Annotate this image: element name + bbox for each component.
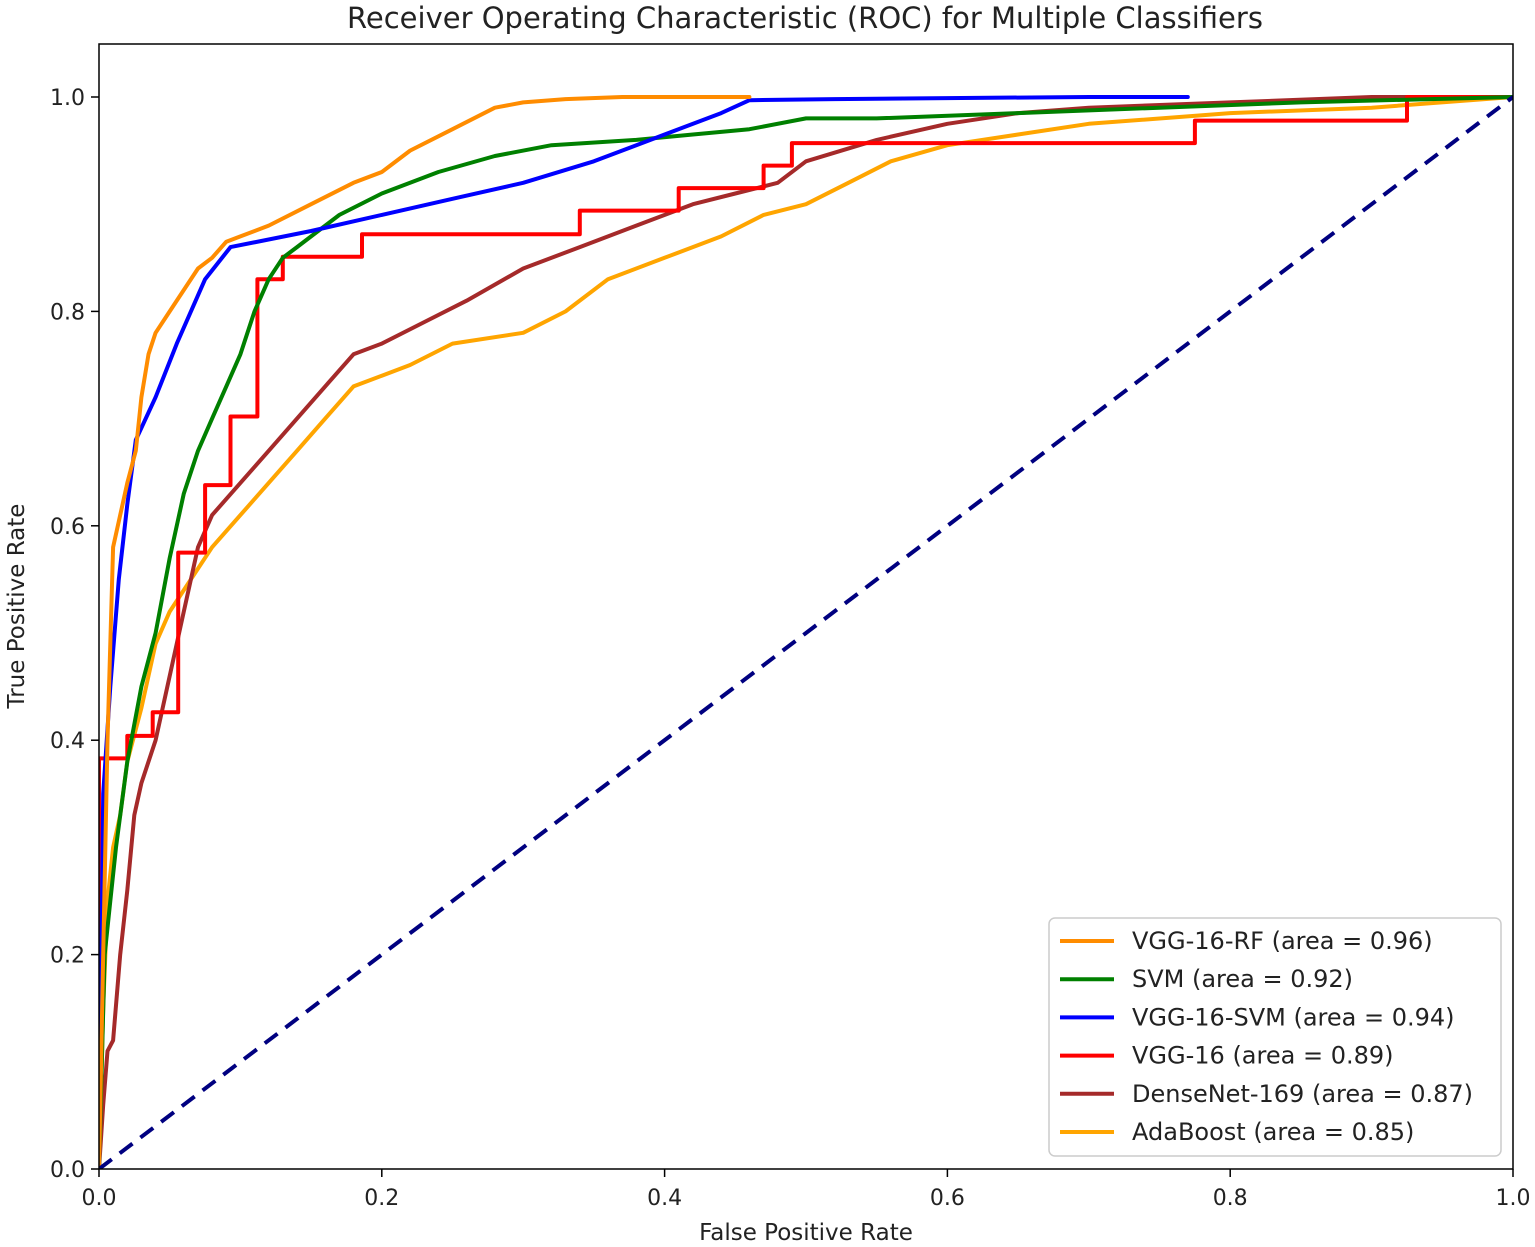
series-layer (99, 95, 1513, 1169)
legend-label: VGG-16-SVM (area = 0.94) (1132, 1003, 1455, 1031)
legend-label: VGG-16 (area = 0.89) (1132, 1042, 1394, 1070)
x-tick-label: 0.0 (82, 1186, 117, 1211)
chart-title: Receiver Operating Characteristic (ROC) … (347, 1, 1263, 35)
y-tick-label: 0.8 (50, 300, 85, 325)
x-tick-label: 0.2 (364, 1186, 399, 1211)
x-tick-label: 0.6 (930, 1186, 965, 1211)
y-tick-label: 0.2 (50, 944, 85, 969)
series-line-densenet-169 (99, 95, 1513, 1169)
legend-label: VGG-16-RF (area = 0.96) (1132, 927, 1433, 955)
legend: VGG-16-RF (area = 0.96) SVM (area = 0.92)… (1048, 917, 1502, 1157)
series-line-vgg-16-rf (99, 95, 752, 1169)
y-tick-label: 0.0 (50, 1158, 85, 1183)
y-tick-label: 1.0 (50, 86, 85, 111)
x-axis-title: False Positive Rate (699, 1220, 913, 1246)
x-tick-label: 1.0 (1496, 1186, 1531, 1211)
x-axis: 0.0 0.2 0.4 0.6 0.8 1.0 (82, 1169, 1531, 1211)
legend-box (1048, 917, 1502, 1157)
series-line-chance (99, 95, 1513, 1169)
series-line-svm (99, 95, 1513, 1169)
legend-label: DenseNet-169 (area = 0.87) (1132, 1080, 1473, 1108)
plot-frame (98, 43, 1514, 1170)
x-tick-label: 0.4 (647, 1186, 682, 1211)
series-line-vgg-16-svm (99, 95, 1190, 1169)
y-axis: 0.0 0.2 0.4 0.6 0.8 1.0 (50, 86, 99, 1183)
legend-label: SVM (area = 0.92) (1132, 965, 1353, 993)
x-tick-label: 0.8 (1213, 1186, 1248, 1211)
legend-label: AdaBoost (area = 0.85) (1132, 1118, 1414, 1146)
y-axis-title: True Positive Rate (4, 504, 30, 710)
y-tick-label: 0.6 (50, 515, 85, 540)
y-tick-label: 0.4 (50, 729, 85, 754)
